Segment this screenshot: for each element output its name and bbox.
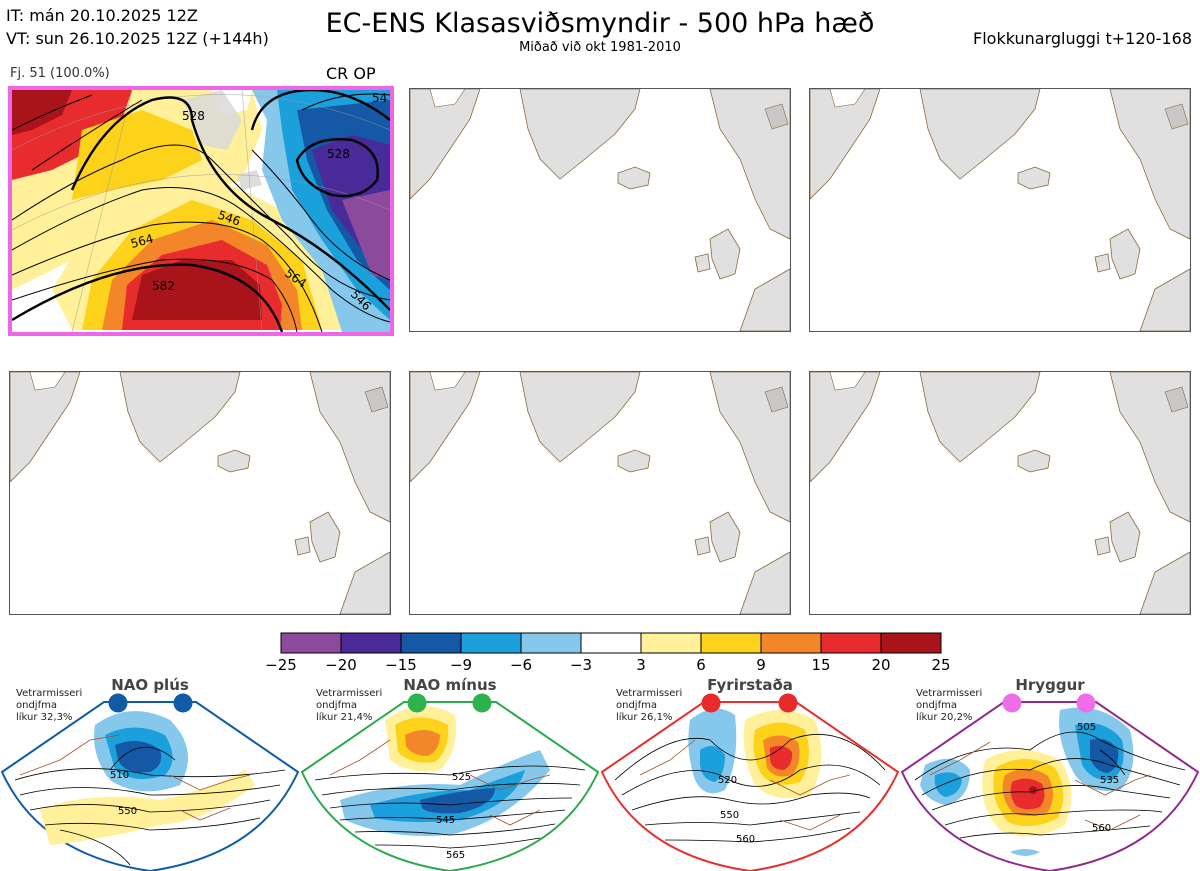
colorbar-tick-label: 9 [756,656,766,674]
regime-title: NAO mínus [403,676,497,694]
contour-label: 582 [152,279,175,293]
regime-season: Vetrarmisseri [616,688,683,699]
regime-probability: líkur 26,1% [616,712,673,723]
empty-map [410,89,790,331]
colorbar-segment [280,632,342,654]
regime-info: Vetrarmisseri ondjfma líkur 26,1% [616,688,682,724]
colorbar-segment [880,632,942,654]
contour-label: 535 [1100,775,1119,786]
regime-map: 510 550 [0,693,300,871]
regime-probability: líkur 32,3% [16,712,73,723]
regime-map: 525 545 565 [300,693,600,871]
contour-label: 525 [452,772,471,783]
contour-label: 545 [436,815,455,826]
regime-marker [173,693,193,713]
contour-label: 550 [118,806,137,817]
page-title: EC-ENS Klasasviðsmyndir - 500 hPa hæð [325,8,875,39]
regime-nao-minus: Vetrarmisseri ondjfma líkur 21,4% NAO mí… [300,676,600,871]
regime-marker [472,693,492,713]
contour-label: 550 [720,810,739,821]
regime-nao-plus: Vetrarmisseri ondjfma líkur 32,3% NAO pl… [0,676,300,871]
cluster-count-label: Fj. 51 (100.0%) [10,66,110,81]
regime-ridge: Vetrarmisseri ondjfma líkur 20,2% Hryggu… [900,676,1200,871]
colorbar-segment [700,632,762,654]
contour-label: 510 [110,770,129,781]
regime-marker [108,693,128,713]
cluster-map-3[interactable] [809,88,1191,332]
regime-months: ondjfma [916,700,957,711]
regime-season: Vetrarmisseri [16,688,83,699]
regime-season: Vetrarmisseri [916,688,983,699]
colorbar-segment [400,632,462,654]
cluster-map-4[interactable] [9,371,391,615]
colorbar-tick-label: −20 [325,656,357,674]
regime-months: ondjfma [616,700,657,711]
colorbar-tick-label: −25 [265,656,297,674]
regime-map: 520 550 560 [600,693,900,871]
empty-map [810,89,1190,331]
regime-marker [778,693,798,713]
colorbar-tick-label: 3 [636,656,646,674]
empty-map [10,372,390,614]
regime-season: Vetrarmisseri [316,688,383,699]
colorbar-tick-label: 20 [871,656,891,674]
regime-info: Vetrarmisseri ondjfma líkur 20,2% [916,688,982,724]
regime-info: Vetrarmisseri ondjfma líkur 21,4% [316,688,382,724]
colorbar-segment [760,632,822,654]
contour-label: 520 [718,775,737,786]
valid-time: VT: sun 26.10.2025 12Z (+144h) [6,29,269,48]
colorbar-segment [460,632,522,654]
colorbar-tick-label: −9 [449,656,473,674]
regime-blocking: Vetrarmisseri ondjfma líkur 26,1% Fyrirs… [600,676,900,871]
classification-window: Flokkunargluggi t+120-168 [973,29,1192,48]
colorbar-tick-label: −6 [509,656,533,674]
colorbar-segment [520,632,582,654]
colorbar-tick-label: 6 [696,656,706,674]
contour-label: 528 [327,147,350,161]
page-subtitle: Miðað við okt 1981-2010 [519,40,681,55]
contour-label: 54 [372,91,387,105]
regime-marker [1002,693,1022,713]
contour-label: 560 [1092,823,1111,834]
cluster-map-1[interactable]: 528 528 546 564 564 582 546 54 [8,86,394,336]
regime-title: Hryggur [1015,676,1085,694]
contour-label: 564 [129,231,155,250]
cluster-map-2[interactable] [409,88,791,332]
colorbar-segment [340,632,402,654]
regime-marker [407,693,427,713]
regime-marker [701,693,721,713]
cluster-map-6[interactable] [809,371,1191,615]
colorbar-tick-label: 25 [931,656,951,674]
contour-label: 528 [182,109,205,123]
regime-months: ondjfma [16,700,57,711]
colorbar-segment [640,632,702,654]
regime-probability: líkur 20,2% [916,712,973,723]
regime-info: Vetrarmisseri ondjfma líkur 32,3% [16,688,82,724]
regime-marker [1076,693,1096,713]
colorbar-segment [820,632,882,654]
header-info: IT: mán 20.10.2025 12Z VT: sun 26.10.202… [6,4,269,50]
colorbar-tick-label: −15 [385,656,417,674]
contour-label: 560 [736,834,755,845]
init-time: IT: mán 20.10.2025 12Z [6,6,198,25]
contour-label: 505 [1077,722,1096,733]
regime-map: 505 535 560 [900,693,1200,871]
anomaly-map: 528 528 546 564 564 582 546 54 [12,90,390,332]
colorbar-tick-label: 15 [811,656,831,674]
colorbar-segment [580,632,642,654]
colorbar-tick-label: −3 [569,656,593,674]
colorbar [280,632,942,654]
cluster-tag: CR OP [326,64,376,83]
empty-map [810,372,1190,614]
cluster-map-5[interactable] [409,371,791,615]
regime-title: NAO plús [111,676,189,694]
regime-title: Fyrirstaða [707,676,793,694]
regime-months: ondjfma [316,700,357,711]
regime-probability: líkur 21,4% [316,712,373,723]
contour-label: 565 [446,850,465,861]
empty-map [410,372,790,614]
